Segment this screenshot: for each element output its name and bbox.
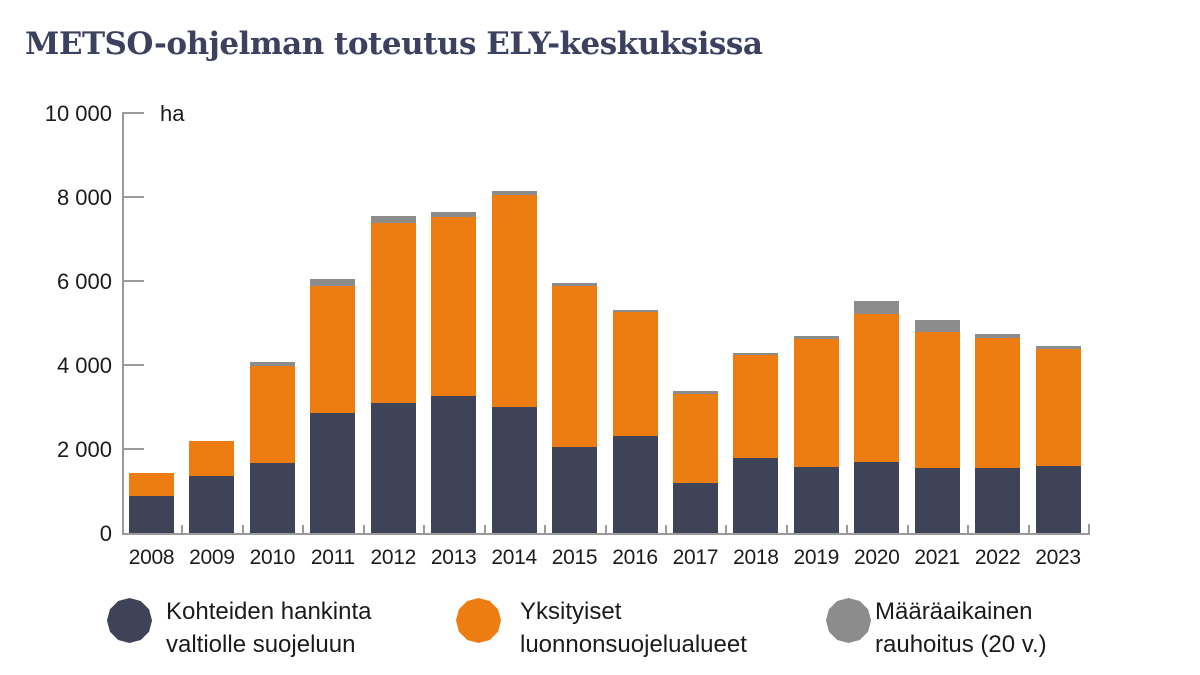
bar-segment-gray-2013	[431, 211, 477, 218]
x-axis-year-label: 2008	[128, 546, 175, 569]
bar-segment-navy-2022	[975, 467, 1021, 533]
y-axis-tick-label: 4 000	[56, 353, 112, 378]
y-axis-line	[122, 113, 124, 534]
bar-segment-navy-2017	[672, 483, 718, 533]
x-axis-tick-mark	[967, 525, 970, 533]
y-axis-tick-mark	[122, 196, 144, 198]
bar-segment-gray-2018	[733, 353, 779, 356]
x-axis-tick-mark	[302, 525, 305, 533]
x-axis-tick-mark	[1027, 525, 1030, 533]
bar-segment-orange-2008	[129, 472, 174, 497]
bar-segment-navy-2008	[129, 496, 174, 533]
x-axis-year-label: 2013	[430, 546, 477, 569]
bar-segment-orange-2022	[975, 337, 1021, 468]
bar-segment-gray-2019	[793, 336, 839, 339]
x-axis-end-tick	[1088, 524, 1090, 533]
bar-segment-orange-2009	[189, 440, 235, 476]
bar-segment-orange-2019	[793, 338, 839, 468]
bar-segment-gray-2011	[310, 278, 356, 287]
bar-segment-navy-2023	[1035, 465, 1081, 533]
bar-segment-orange-2013	[431, 217, 477, 397]
bar-segment-navy-2021	[914, 467, 960, 533]
bar-segment-gray-2010	[249, 362, 295, 367]
bar-segment-gray-2015	[552, 283, 598, 287]
x-axis-year-label: 2019	[793, 546, 840, 569]
x-axis-year-label: 2010	[249, 546, 296, 569]
x-axis-year-label: 2017	[672, 546, 719, 569]
y-axis-tick-label: 8 000	[56, 185, 112, 210]
bar-segment-gray-2017	[672, 391, 718, 394]
x-axis-year-label: 2011	[310, 546, 355, 569]
bar-segment-navy-2016	[612, 435, 658, 533]
x-axis-tick-mark	[906, 525, 909, 533]
x-axis-year-label: 2016	[612, 546, 658, 569]
x-axis-year-label: 2021	[914, 546, 960, 569]
bar-segment-navy-2020	[854, 462, 900, 533]
bar-segment-orange-2015	[552, 286, 598, 448]
x-axis-tick-mark	[785, 525, 788, 533]
bar-segment-orange-2012	[370, 223, 416, 403]
x-axis-line	[122, 533, 1090, 535]
x-axis-tick-mark	[544, 525, 547, 533]
y-axis-tick-mark	[122, 448, 144, 450]
y-axis-tick-mark	[122, 112, 144, 114]
bar-segment-navy-2015	[552, 447, 598, 533]
bar-segment-navy-2010	[249, 463, 295, 533]
bar-segment-orange-2010	[249, 366, 295, 464]
x-axis-tick-mark	[725, 525, 728, 533]
x-axis-year-label: 2020	[853, 546, 900, 569]
x-axis-year-label: 2022	[974, 546, 1021, 569]
y-axis-tick-label: 10 000	[44, 101, 112, 126]
x-axis-tick-mark	[664, 525, 667, 533]
bar-segment-gray-2020	[854, 300, 900, 314]
x-axis-year-label: 2015	[551, 546, 598, 569]
y-axis-tick-label: 0	[99, 521, 112, 546]
x-axis-tick-mark	[362, 525, 365, 533]
bar-segment-gray-2021	[914, 319, 960, 332]
chart-title: METSO-ohjelman toteutus ELY-keskuksissa	[25, 26, 763, 62]
bar-segment-orange-2014	[491, 194, 537, 407]
bar-segment-orange-2016	[612, 312, 658, 436]
bar-segment-orange-2021	[914, 331, 960, 468]
bar-segment-gray-2016	[612, 309, 658, 313]
bar-segment-orange-2018	[733, 355, 779, 458]
bar-segment-navy-2012	[370, 402, 416, 533]
bar-segment-orange-2017	[672, 393, 718, 483]
x-axis-year-label: 2018	[733, 546, 779, 569]
y-axis-tick-mark	[122, 364, 144, 366]
bar-segment-orange-2023	[1035, 349, 1081, 466]
bar-segment-orange-2020	[854, 313, 900, 462]
y-axis-tick-label: 6 000	[56, 269, 112, 294]
x-axis-tick-mark	[241, 525, 244, 533]
bar-segment-navy-2009	[189, 475, 235, 533]
bar-segment-orange-2011	[310, 286, 356, 414]
bar-segment-gray-2014	[491, 190, 537, 195]
x-axis-year-label: 2014	[491, 546, 537, 569]
y-axis-tick-mark	[122, 280, 144, 282]
x-axis-year-label: 2009	[189, 546, 235, 569]
x-axis-tick-mark	[846, 525, 849, 533]
x-axis-tick-mark	[181, 525, 184, 533]
x-axis-tick-mark	[423, 525, 426, 533]
bar-segment-gray-2022	[975, 334, 1021, 338]
x-axis-tick-mark	[483, 525, 486, 533]
x-axis-tick-mark	[604, 525, 607, 533]
bar-segment-navy-2013	[431, 396, 477, 533]
x-axis-year-label: 2023	[1035, 546, 1081, 569]
bar-segment-gray-2012	[370, 216, 416, 224]
bar-segment-navy-2019	[793, 467, 839, 533]
y-axis-tick-label: 2 000	[56, 437, 112, 462]
bar-segment-navy-2011	[310, 413, 356, 533]
bar-segment-navy-2018	[733, 457, 779, 533]
bar-segment-navy-2014	[491, 406, 537, 533]
x-axis-year-label: 2012	[370, 546, 417, 569]
y-axis-unit-label: ha	[160, 101, 185, 126]
bar-segment-gray-2023	[1035, 346, 1081, 350]
